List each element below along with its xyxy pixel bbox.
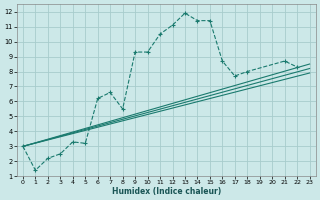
X-axis label: Humidex (Indice chaleur): Humidex (Indice chaleur)	[112, 187, 221, 196]
